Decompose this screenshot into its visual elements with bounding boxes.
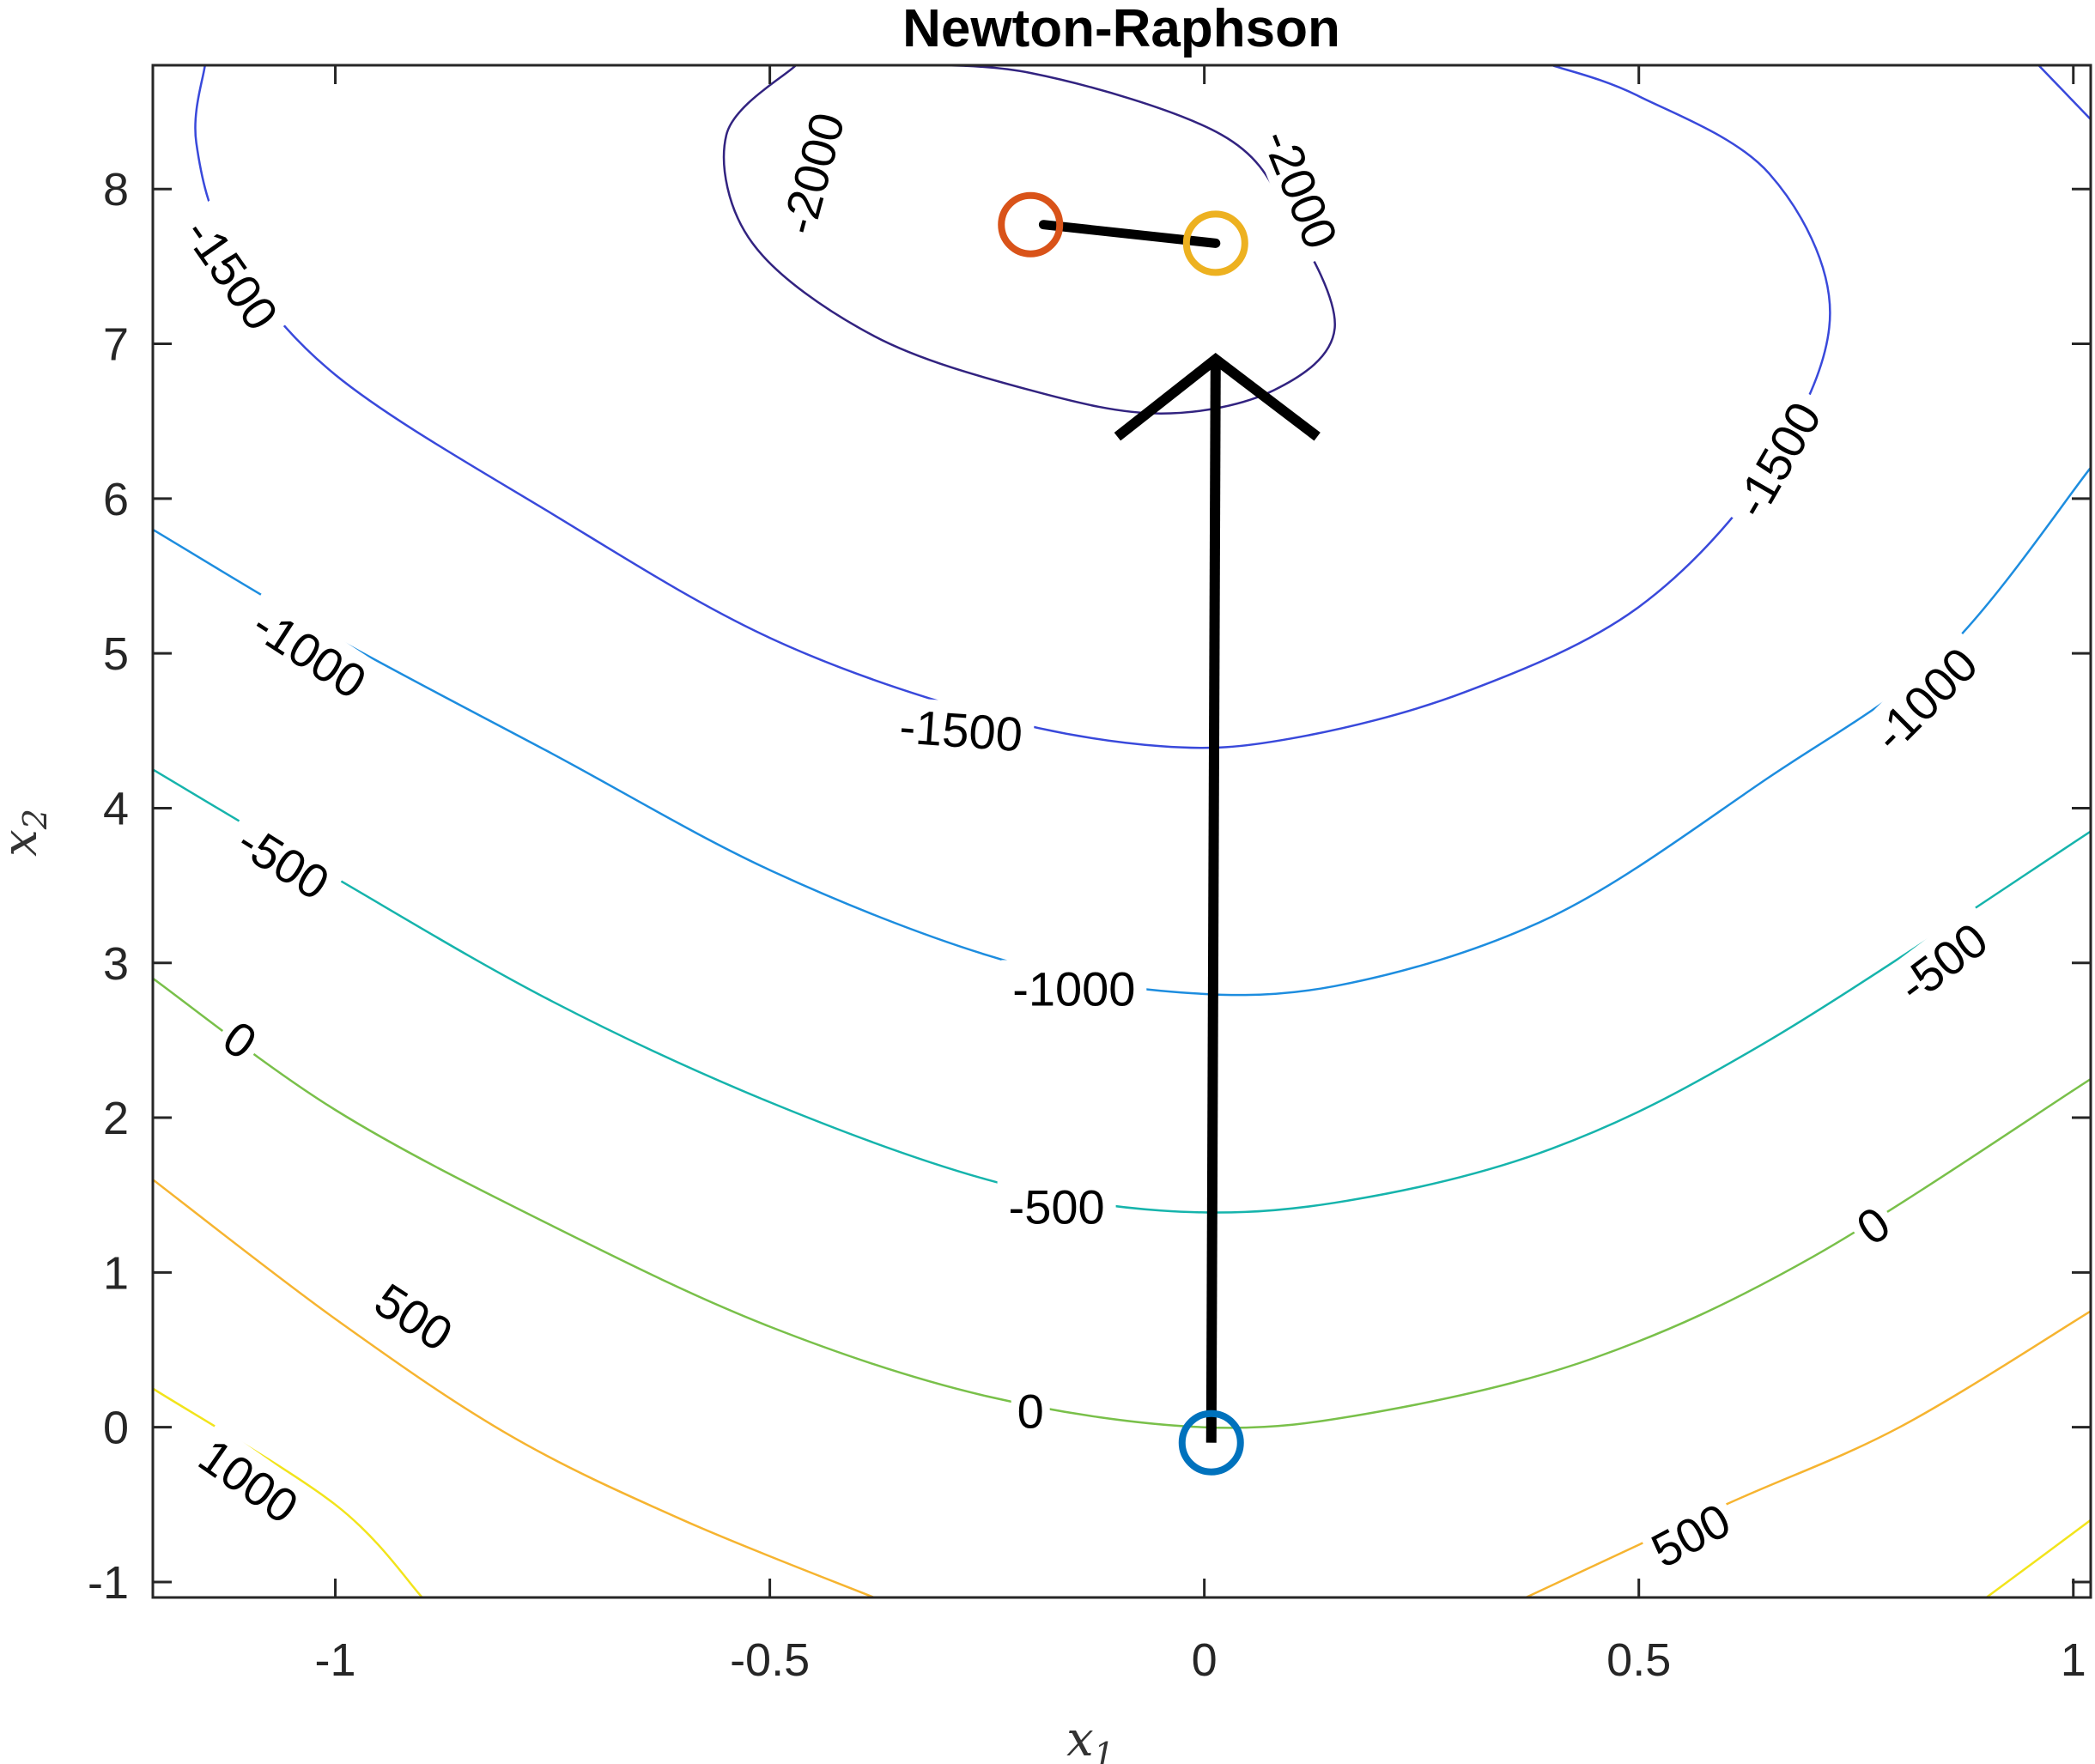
x-tick-label: -0.5	[730, 1634, 810, 1686]
svg-text:0: 0	[1017, 1385, 1044, 1439]
x-tick-label: 0.5	[1606, 1634, 1671, 1686]
y-tick-label: 5	[103, 628, 129, 680]
y-tick-label: 1	[103, 1247, 129, 1299]
step-1-arrow-shaft	[1205, 359, 1221, 1443]
contour-label: -500	[219, 806, 349, 916]
x-tick-label: 1	[2061, 1634, 2086, 1686]
contour-line--1500	[2037, 65, 2091, 120]
contour-label: -500	[997, 1178, 1116, 1234]
contour-line-1000	[1985, 1518, 2091, 1597]
iterate-marker-0	[1178, 1409, 1244, 1476]
contour-label: 500	[361, 1268, 468, 1364]
svg-text:-1500: -1500	[1723, 393, 1831, 527]
iterate-markers	[998, 191, 1248, 1476]
svg-text:-1500: -1500	[174, 208, 289, 339]
contour-lines	[153, 65, 2091, 1597]
contour-line-0	[153, 977, 2091, 1429]
contour-line--1000	[153, 467, 2091, 997]
contour-label: -500	[1878, 904, 2007, 1020]
y-tick-label: 6	[103, 474, 129, 525]
x-axis-ticks: -1 -0.5 0 0.5 1	[315, 65, 2086, 1686]
svg-text:-2000: -2000	[1252, 122, 1348, 256]
y-tick-label: 2	[103, 1093, 129, 1144]
y-tick-label: 4	[103, 783, 129, 834]
y-tick-label: 8	[103, 164, 129, 215]
contour-label: 0	[1841, 1191, 1904, 1258]
contour-label: 0	[209, 1005, 273, 1073]
contour-label: 0	[1011, 1382, 1050, 1439]
contour-line--1500	[194, 65, 1831, 749]
axes-box	[151, 64, 2092, 1599]
contour-label: -1500	[886, 696, 1035, 761]
y-tick-label: 0	[103, 1403, 129, 1454]
contour-line--2000	[722, 65, 1336, 415]
y-tick-label: -1	[88, 1557, 129, 1609]
iterate-marker-1	[1182, 210, 1248, 276]
contour-label: 1000	[185, 1423, 314, 1537]
contour-label: -1000	[1853, 627, 1995, 770]
iterate-marker-2	[998, 191, 1064, 258]
y-tick-label: 7	[103, 319, 129, 371]
contour-label: -1000	[1001, 960, 1147, 1015]
y-tick-label: 3	[103, 938, 129, 990]
contour-label: -1500	[1715, 382, 1837, 536]
x-tick-label: 0	[1192, 1634, 1218, 1686]
x-tick-label: -1	[315, 1634, 356, 1686]
contour-label: 500	[1637, 1488, 1744, 1580]
contour-line-1000	[153, 1387, 423, 1597]
y-axis-label: x2	[0, 809, 54, 857]
svg-text:-1500: -1500	[898, 699, 1024, 761]
svg-text:-1000: -1000	[243, 597, 375, 709]
newton-path	[1038, 220, 1321, 1443]
contour-line-500	[153, 1179, 875, 1597]
chart-title: Newton-Raphson	[902, 0, 1340, 58]
svg-text:-500: -500	[1009, 1180, 1105, 1234]
y-axis-ticks: -1 0 1 2 3 4 5 6 7 8	[88, 164, 2091, 1609]
svg-text:-1000: -1000	[1012, 961, 1135, 1015]
step-1-arrowhead	[1114, 353, 1321, 441]
contour-label: -1500	[168, 197, 297, 349]
x-axis-label: x1	[1066, 1712, 1114, 1764]
contour-label: -2000	[766, 95, 858, 251]
contour-label: -2000	[1248, 111, 1355, 266]
contour-line-500	[1525, 1310, 2091, 1597]
